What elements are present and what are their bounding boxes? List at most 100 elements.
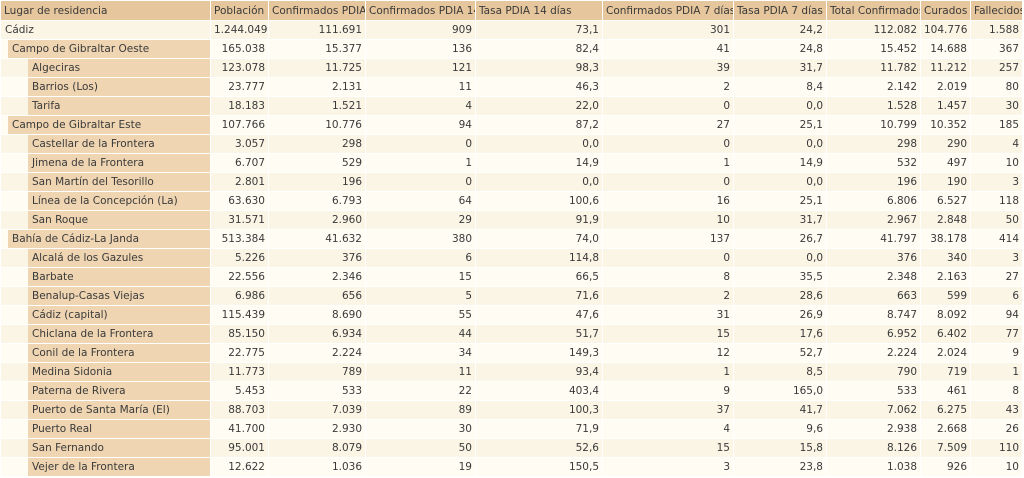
value-cell: 137 (602, 229, 734, 249)
value-cell: 39 (602, 58, 734, 78)
value-cell: 8,4 (733, 77, 827, 97)
table-row: Vejer de la Frontera 12.622 1.036 19 150,5 3 2… (0, 457, 1023, 477)
value-cell: 2.163 (920, 267, 971, 287)
value-cell: 2.346 (268, 267, 366, 287)
value-cell: 11 (365, 77, 476, 97)
value-cell: 1 (365, 153, 476, 173)
value-cell: 16 (602, 191, 734, 211)
table-row: Línea de la Concepción (La) 63.630 6.793 64… (0, 191, 1023, 211)
value-cell: 0 (602, 248, 734, 268)
value-cell: 529 (268, 153, 366, 173)
value-cell: 0,0 (733, 134, 827, 154)
table-row: Barrios (Los) 23.777 2.131 11 46,3 2 8,4 2.142 2… (0, 77, 1023, 97)
place-cell: San Fernando (0, 438, 211, 458)
place-cell: Línea de la Concepción (La) (0, 191, 211, 211)
value-cell: 298 (268, 134, 366, 154)
value-cell: 190 (920, 172, 971, 192)
value-cell: 52,7 (733, 343, 827, 363)
value-cell: 73,1 (475, 20, 603, 40)
place-cell: Paterna de Rivera (0, 381, 211, 401)
value-cell: 414 (970, 229, 1023, 249)
place-name: Campo de Gibraltar Este (8, 116, 210, 134)
value-cell: 2.848 (920, 210, 971, 230)
value-cell: 11.725 (268, 58, 366, 78)
value-cell: 15 (365, 267, 476, 287)
table-row: Barbate 22.556 2.346 15 66,5 8 35,5 2.348 2.163 2… (0, 267, 1023, 287)
value-cell: 0 (365, 134, 476, 154)
place-cell: Chiclana de la Frontera (0, 324, 211, 344)
place-name: San Roque (28, 211, 210, 229)
column-header: Confirmados PDIA (268, 0, 366, 21)
place-cell: Barrios (Los) (0, 77, 211, 97)
value-cell: 10.799 (826, 115, 921, 135)
value-cell: 24,8 (733, 39, 827, 59)
value-cell: 2.967 (826, 210, 921, 230)
value-cell: 114,8 (475, 248, 603, 268)
place-cell: Cádiz (capital) (0, 305, 211, 325)
value-cell: 22 (365, 381, 476, 401)
place-name: Cádiz (capital) (28, 306, 210, 324)
value-cell: 4 (365, 96, 476, 116)
table-row: Alcalá de los Gazules 5.226 376 6 114,8 0 0,0 3… (0, 248, 1023, 268)
value-cell: 94 (365, 115, 476, 135)
value-cell: 37 (602, 400, 734, 420)
value-cell: 15 (602, 438, 734, 458)
value-cell: 85.150 (210, 324, 269, 344)
value-cell: 533 (826, 381, 921, 401)
value-cell: 2.024 (920, 343, 971, 363)
value-cell: 94 (970, 305, 1023, 325)
value-cell: 31,7 (733, 210, 827, 230)
value-cell: 47,6 (475, 305, 603, 325)
value-cell: 74,0 (475, 229, 603, 249)
value-cell: 2 (602, 77, 734, 97)
value-cell: 110 (970, 438, 1023, 458)
value-cell: 0 (365, 172, 476, 192)
place-cell: Benalup-Casas Viejas (0, 286, 211, 306)
place-cell: Alcalá de los Gazules (0, 248, 211, 268)
value-cell: 93,4 (475, 362, 603, 382)
place-name: San Fernando (28, 439, 210, 457)
value-cell: 380 (365, 229, 476, 249)
value-cell: 25,1 (733, 191, 827, 211)
value-cell: 26,7 (733, 229, 827, 249)
value-cell: 22.775 (210, 343, 269, 363)
value-cell: 196 (826, 172, 921, 192)
value-cell: 6 (365, 248, 476, 268)
value-cell: 55 (365, 305, 476, 325)
value-cell: 11.773 (210, 362, 269, 382)
value-cell: 51,7 (475, 324, 603, 344)
value-cell: 790 (826, 362, 921, 382)
place-name: Castellar de la Frontera (28, 135, 210, 153)
place-cell: Campo de Gibraltar Oeste (0, 39, 211, 59)
value-cell: 22,0 (475, 96, 603, 116)
value-cell: 2.930 (268, 419, 366, 439)
value-cell: 6.793 (268, 191, 366, 211)
value-cell: 10 (970, 153, 1023, 173)
value-cell: 10 (970, 457, 1023, 477)
place-cell: Cádiz (0, 20, 211, 40)
value-cell: 107.766 (210, 115, 269, 135)
value-cell: 7.509 (920, 438, 971, 458)
value-cell: 0,0 (475, 172, 603, 192)
place-name: Barbate (28, 268, 210, 286)
value-cell: 136 (365, 39, 476, 59)
value-cell: 0,0 (733, 172, 827, 192)
value-cell: 1.038 (826, 457, 921, 477)
column-header: Confirmados PDIA 14 días (365, 0, 476, 21)
column-header: Lugar de residencia (0, 0, 211, 21)
value-cell: 4 (602, 419, 734, 439)
place-cell: Puerto Real (0, 419, 211, 439)
value-cell: 66,5 (475, 267, 603, 287)
value-cell: 12.622 (210, 457, 269, 477)
value-cell: 8 (970, 381, 1023, 401)
value-cell: 82,4 (475, 39, 603, 59)
table-row: Tarifa 18.183 1.521 4 22,0 0 0,0 1.528 1.457 30 (0, 96, 1023, 116)
value-cell: 123.078 (210, 58, 269, 78)
value-cell: 26,9 (733, 305, 827, 325)
value-cell: 71,6 (475, 286, 603, 306)
value-cell: 2.801 (210, 172, 269, 192)
value-cell: 8.747 (826, 305, 921, 325)
value-cell: 1.036 (268, 457, 366, 477)
value-cell: 10 (602, 210, 734, 230)
